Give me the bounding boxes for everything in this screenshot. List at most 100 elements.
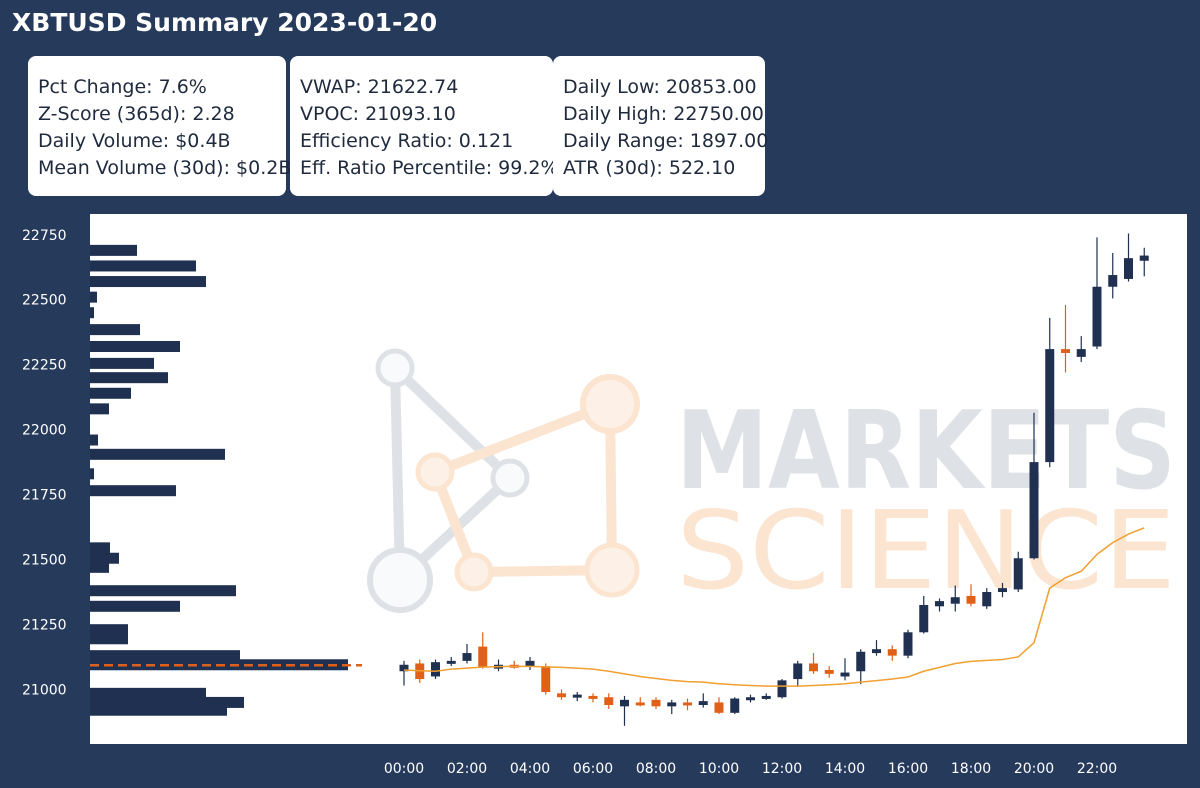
stat-eff-ratio-percentile: Eff. Ratio Percentile: 99.2% — [300, 157, 559, 179]
candle-07:30 — [635, 697, 645, 707]
candle-02:30 — [478, 632, 488, 669]
profile-bar-6 — [90, 624, 128, 636]
y-tick-label: 21000 — [22, 682, 67, 698]
y-tick-label: 22500 — [22, 293, 67, 309]
candle-body — [966, 595, 976, 604]
profile-bar-10 — [90, 552, 119, 564]
candle-body — [1013, 558, 1023, 590]
stat-daily-low: Daily Low: 20853.00 — [563, 76, 757, 98]
candle-08:30 — [667, 699, 677, 715]
candle-body — [1108, 275, 1118, 287]
profile-bar-18 — [90, 372, 168, 384]
candle-22:00 — [1092, 237, 1102, 350]
candle-body — [667, 702, 677, 707]
y-tick-label: 22750 — [22, 228, 67, 244]
candle-16:00 — [903, 629, 913, 659]
profile-bar-26 — [90, 244, 137, 256]
stat-daily-high: Daily High: 22750.00 — [563, 103, 764, 125]
candle-body — [446, 660, 456, 664]
y-tick-label: 21500 — [22, 553, 67, 569]
x-tick-label: 16:00 — [888, 761, 928, 777]
stats-box-volume: VWAP: 21622.74 VPOC: 21093.10 Efficiency… — [290, 56, 559, 196]
candle-17:00 — [935, 598, 944, 612]
candle-23:30 — [1139, 247, 1149, 277]
candle-body — [557, 693, 566, 698]
candle-01:00 — [431, 659, 440, 680]
candle-body — [840, 672, 850, 677]
candle-20:00 — [1029, 412, 1039, 560]
candle-body — [809, 663, 818, 672]
candle-14:00 — [840, 658, 850, 681]
candle-body — [635, 702, 645, 706]
candle-body — [998, 588, 1007, 593]
candle-02:00 — [462, 643, 472, 664]
candle-04:30 — [541, 663, 551, 695]
stat-daily-volume: Daily Volume: $0.4B — [38, 130, 231, 152]
candle-16:30 — [919, 595, 929, 634]
candle-body — [1092, 286, 1102, 347]
x-axis-ticks: 00:00 02:00 04:00 06:00 08:00 10:00 12:00 14:00… — [384, 761, 1117, 777]
candle-body — [572, 694, 582, 698]
watermark-line2: SCIENCE — [676, 489, 1176, 614]
x-tick-label: 18:00 — [951, 761, 991, 777]
candle-21:00 — [1061, 304, 1070, 373]
profile-bar-9 — [90, 561, 109, 573]
candle-19:30 — [1013, 551, 1023, 593]
candle-07:00 — [620, 695, 629, 726]
profile-bar-13 — [90, 468, 94, 480]
profile-bar-11 — [90, 542, 110, 554]
profile-bar-0 — [90, 704, 227, 716]
candle-18:30 — [982, 588, 992, 609]
candle-11:00 — [746, 694, 755, 703]
candle-body — [730, 698, 740, 713]
y-tick-label: 21750 — [22, 488, 67, 504]
stats-box-change: Pct Change: 7.6% Z-Score (365d): 2.28 Da… — [28, 56, 291, 196]
vwap-line — [403, 527, 1145, 687]
candle-body — [1045, 349, 1055, 463]
profile-bar-22 — [90, 307, 94, 319]
candle-06:00 — [588, 693, 598, 703]
candle-body — [541, 666, 551, 693]
profile-bar-2 — [90, 687, 206, 699]
candle-body — [935, 601, 944, 607]
candle-13:00 — [809, 653, 818, 674]
profile-bar-16 — [90, 403, 109, 415]
x-tick-label: 22:00 — [1077, 761, 1117, 777]
candle-body — [431, 662, 440, 677]
candle-body — [872, 649, 881, 654]
profile-bar-8 — [90, 585, 236, 597]
watermark-line1: MARKETS — [676, 389, 1176, 514]
candle-body — [1061, 349, 1070, 353]
candle-body — [525, 660, 535, 667]
candle-12:00 — [777, 679, 787, 699]
candle-body — [1139, 255, 1149, 261]
x-tick-label: 04:00 — [510, 761, 550, 777]
candle-body — [651, 699, 661, 707]
x-tick-label: 08:00 — [636, 761, 676, 777]
candle-body — [462, 653, 472, 661]
profile-bar-4 — [90, 650, 240, 662]
candle-body — [982, 592, 992, 607]
candle-17:30 — [950, 585, 960, 612]
profile-bar-17 — [90, 387, 131, 399]
profile-bar-12 — [90, 485, 176, 497]
candle-15:30 — [887, 645, 897, 661]
profile-bar-19 — [90, 357, 154, 369]
watermark-logo: MARKETS SCIENCE — [367, 348, 1176, 614]
stats-box-range: Daily Low: 20853.00 Daily High: 22750.00… — [553, 56, 768, 196]
candle-10:00 — [714, 697, 724, 715]
candle-body — [1124, 258, 1133, 279]
stat-z-score: Z-Score (365d): 2.28 — [38, 103, 235, 125]
candle-body — [761, 695, 771, 699]
profile-bar-5 — [90, 633, 128, 645]
candle-body — [950, 597, 960, 604]
candles — [399, 233, 1149, 726]
x-tick-label: 02:00 — [447, 761, 487, 777]
candle-11:30 — [761, 693, 771, 700]
candle-00:00 — [399, 660, 409, 686]
candle-10:30 — [730, 697, 740, 715]
candle-01:30 — [446, 656, 456, 667]
y-tick-label: 22250 — [22, 358, 67, 374]
candle-13:30 — [824, 666, 834, 678]
